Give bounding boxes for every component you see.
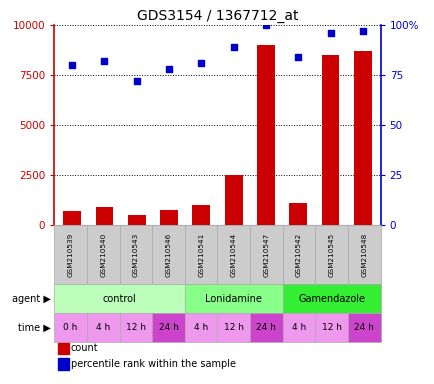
FancyBboxPatch shape [152,313,184,342]
FancyBboxPatch shape [315,225,347,284]
Bar [95,207,113,225]
Point [230,44,237,50]
Text: control: control [102,293,136,304]
Text: 0 h: 0 h [63,323,78,332]
Text: percentile rank within the sample: percentile rank within the sample [71,359,235,369]
FancyBboxPatch shape [54,284,184,313]
Point [69,62,76,68]
Bar [63,211,81,225]
Text: GSM210540: GSM210540 [100,232,106,276]
Bar [128,215,145,225]
FancyBboxPatch shape [119,313,152,342]
FancyBboxPatch shape [119,225,152,284]
Text: 4 h: 4 h [194,323,208,332]
FancyBboxPatch shape [347,313,380,342]
Bar [192,205,210,225]
Text: GSM210543: GSM210543 [133,232,138,276]
FancyBboxPatch shape [87,225,119,284]
Text: 12 h: 12 h [126,323,145,332]
FancyBboxPatch shape [152,225,184,284]
Bar [160,210,178,225]
Point [197,60,204,66]
FancyBboxPatch shape [54,313,87,342]
Text: Gamendazole: Gamendazole [297,293,365,304]
FancyBboxPatch shape [87,313,119,342]
Bar [224,175,242,225]
Text: agent ▶: agent ▶ [12,293,51,304]
Text: 24 h: 24 h [354,323,373,332]
Text: GSM210539: GSM210539 [68,232,73,276]
Bar [321,55,339,225]
Bar [57,343,69,354]
Point [262,22,269,28]
Text: GSM210545: GSM210545 [328,232,334,276]
Point [165,66,172,72]
Bar [353,51,371,225]
Text: time ▶: time ▶ [18,322,51,333]
FancyBboxPatch shape [250,313,282,342]
Text: 24 h: 24 h [256,323,276,332]
Text: 12 h: 12 h [224,323,243,332]
FancyBboxPatch shape [184,225,217,284]
FancyBboxPatch shape [315,313,347,342]
FancyBboxPatch shape [282,284,380,313]
Point [358,28,365,34]
Text: Lonidamine: Lonidamine [205,293,262,304]
Text: GSM210548: GSM210548 [361,232,366,276]
FancyBboxPatch shape [184,284,282,313]
Point [294,54,301,60]
Bar [289,203,306,225]
Point [326,30,333,36]
Text: 4 h: 4 h [291,323,306,332]
Text: GSM210542: GSM210542 [296,232,301,276]
FancyBboxPatch shape [184,313,217,342]
Bar [256,45,274,225]
FancyBboxPatch shape [217,225,250,284]
Text: GSM210546: GSM210546 [165,232,171,276]
Text: GSM210544: GSM210544 [230,232,236,276]
Text: 4 h: 4 h [96,323,110,332]
Text: GSM210547: GSM210547 [263,232,269,276]
Point [133,78,140,84]
Text: 24 h: 24 h [158,323,178,332]
Title: GDS3154 / 1367712_at: GDS3154 / 1367712_at [136,8,298,23]
FancyBboxPatch shape [54,225,87,284]
FancyBboxPatch shape [250,225,282,284]
FancyBboxPatch shape [282,225,315,284]
FancyBboxPatch shape [217,313,250,342]
Text: count: count [71,343,98,353]
Text: GSM210541: GSM210541 [198,232,204,276]
FancyBboxPatch shape [282,313,315,342]
Text: 12 h: 12 h [321,323,341,332]
FancyBboxPatch shape [347,225,380,284]
Bar [57,358,69,369]
Point [101,58,108,64]
